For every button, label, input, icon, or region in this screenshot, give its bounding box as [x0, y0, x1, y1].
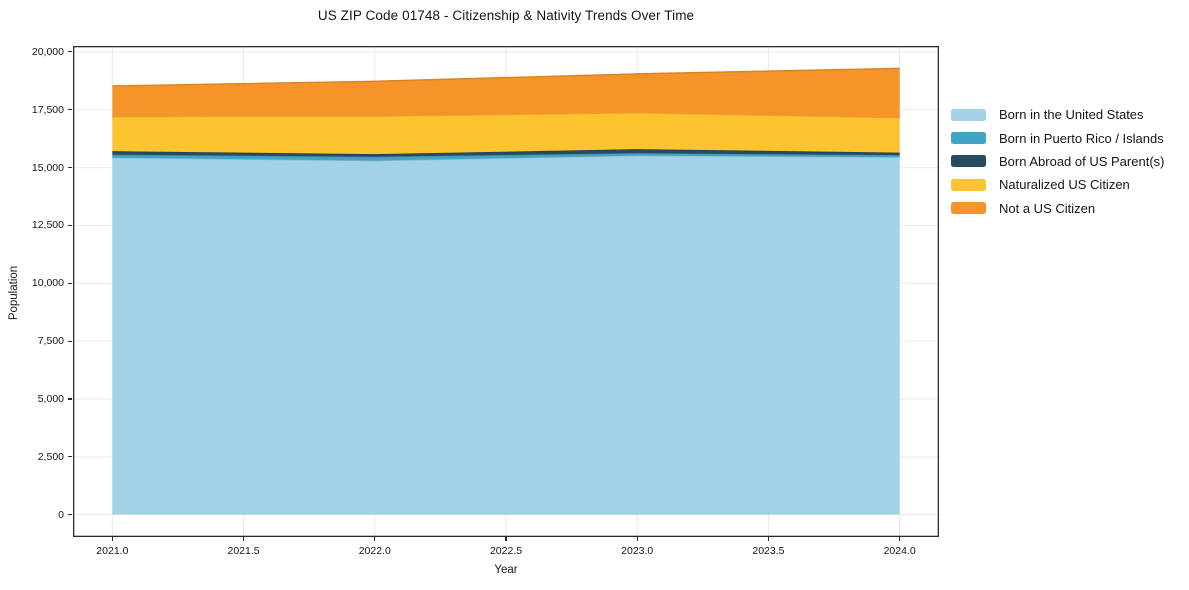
axes-spines [72, 45, 940, 538]
area-edge-4 [112, 67, 900, 87]
legend: Born in the United States Born in Puerto … [951, 103, 1164, 220]
legend-item: Born Abroad of US Parent(s) [951, 150, 1164, 173]
x-tick-label: 2022.5 [489, 545, 523, 557]
y-tick-label: 0 [58, 508, 64, 521]
area-edge-2 [112, 148, 900, 155]
legend-label: Born in Puerto Rico / Islands [999, 130, 1164, 146]
y-tick-mark [68, 224, 72, 227]
legend-item: Naturalized US Citizen [951, 173, 1164, 196]
x-tick-mark [242, 537, 245, 541]
x-tick-label: 2023.0 [621, 545, 654, 557]
y-tick-label: 20,000 [31, 45, 64, 58]
area-band-0 [112, 155, 900, 515]
legend-item: Born in Puerto Rico / Islands [951, 126, 1164, 149]
legend-swatch [951, 155, 986, 168]
y-tick-label: 15,000 [31, 161, 64, 174]
y-tick-label: 12,500 [31, 219, 64, 232]
x-tick-label: 2024.0 [883, 545, 916, 557]
area-band-2 [112, 149, 900, 157]
area-band-3 [112, 112, 900, 155]
x-tick-label: 2022.0 [358, 545, 391, 557]
y-tick-mark [68, 398, 72, 400]
y-tick-label: 5,000 [37, 392, 64, 405]
x-tick-label: 2021.0 [96, 545, 129, 557]
legend-swatch [951, 202, 986, 215]
x-axis-label: Year [494, 564, 518, 576]
legend-swatch [951, 108, 986, 121]
y-tick-label: 7,500 [37, 335, 64, 348]
y-tick-label: 17,500 [31, 103, 64, 116]
legend-label: Naturalized US Citizen [999, 177, 1130, 193]
chart-title: US ZIP Code 01748 - Citizenship & Nativi… [317, 8, 695, 23]
area-band-4 [112, 68, 900, 118]
y-tick-label: 10,000 [31, 277, 64, 290]
y-tick-mark [68, 51, 72, 53]
x-tick-mark [767, 537, 769, 541]
y-tick-mark [68, 166, 72, 169]
y-tick-mark [68, 456, 72, 458]
legend-swatch [951, 178, 986, 191]
x-tick-mark [899, 537, 901, 541]
y-tick-mark [68, 109, 72, 111]
x-tick-mark [111, 537, 113, 541]
legend-swatch [951, 132, 986, 145]
x-tick-mark [374, 537, 376, 541]
y-tick-mark [68, 282, 72, 284]
y-tick-label: 2,500 [37, 450, 64, 463]
y-axis-label: Population [8, 265, 20, 321]
x-tick-mark [505, 537, 507, 541]
y-tick-mark [68, 514, 72, 516]
area-edge-0 [112, 154, 900, 162]
plot-area [72, 45, 940, 538]
x-tick-label: 2021.5 [227, 545, 260, 557]
y-tick-mark [68, 340, 72, 342]
stacked-area-chart [72, 45, 940, 538]
area-band-1 [112, 153, 900, 161]
legend-label: Born in the United States [999, 107, 1144, 123]
x-tick-label: 2023.5 [752, 545, 785, 557]
legend-item: Born in the United States [951, 103, 1164, 126]
legend-item: Not a US Citizen [951, 197, 1164, 220]
legend-label: Born Abroad of US Parent(s) [999, 153, 1165, 169]
x-tick-mark [636, 537, 638, 541]
legend-label: Not a US Citizen [999, 200, 1096, 216]
